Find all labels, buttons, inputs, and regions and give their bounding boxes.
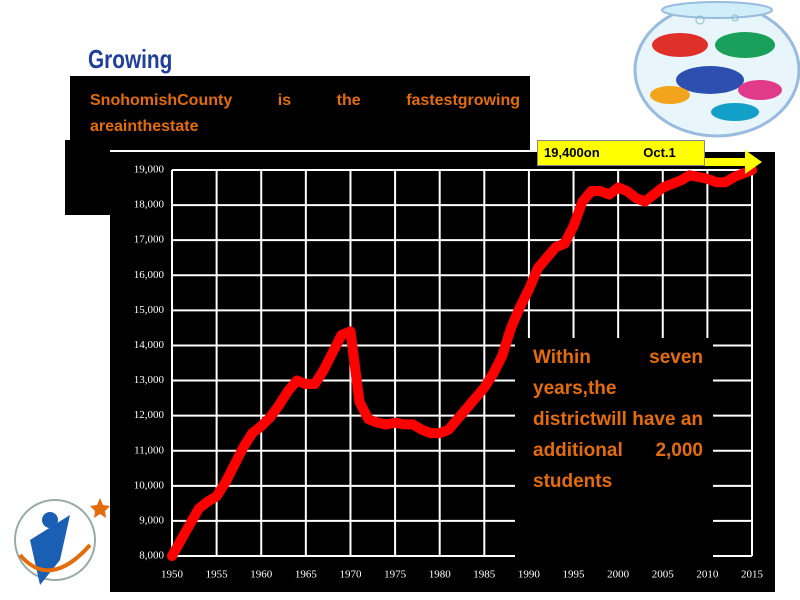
x-tick-label: 1955 <box>206 569 229 581</box>
x-tick-label: 1950 <box>161 569 184 581</box>
x-tick-label: 1980 <box>429 569 452 581</box>
title: Growing <box>88 44 173 74</box>
y-tick-label: 13,000 <box>134 374 165 386</box>
x-tick-label: 2005 <box>652 569 675 581</box>
x-tick-label: 2015 <box>741 569 764 581</box>
x-tick-label: 1995 <box>563 569 586 581</box>
y-tick-label: 12,000 <box>134 409 165 421</box>
y-tick-label: 14,000 <box>134 339 165 351</box>
callout: Within seven years,the districtwill have… <box>515 338 713 564</box>
x-tick-label: 1965 <box>295 569 318 581</box>
fishbowl <box>633 1 800 138</box>
subtitle: SnohomishCounty is the fastestgrowing ar… <box>70 76 530 150</box>
decor-block <box>65 140 110 215</box>
y-tick-label: 10,000 <box>134 479 165 491</box>
y-tick-label: 15,000 <box>134 304 165 316</box>
y-tick-label: 11,000 <box>134 444 164 456</box>
x-tick-label: 1970 <box>339 569 362 581</box>
y-tick-label: 9,000 <box>139 514 164 526</box>
annotation-arrow <box>705 150 762 174</box>
y-tick-label: 8,000 <box>139 550 164 562</box>
y-tick-label: 16,000 <box>134 269 165 281</box>
x-tick-label: 2000 <box>607 569 630 581</box>
y-tick-label: 17,000 <box>134 234 165 246</box>
x-tick-label: 1960 <box>250 569 273 581</box>
y-tick-label: 18,000 <box>134 199 165 211</box>
annotation: 19,400on Oct.1 <box>537 140 705 166</box>
x-tick-label: 1990 <box>518 569 541 581</box>
x-tick-label: 1975 <box>384 569 407 581</box>
x-tick-label: 1985 <box>473 569 496 581</box>
y-tick-label: 19,000 <box>134 164 165 176</box>
logo <box>14 498 110 585</box>
x-tick-label: 2010 <box>696 569 719 581</box>
line-series <box>167 165 757 561</box>
